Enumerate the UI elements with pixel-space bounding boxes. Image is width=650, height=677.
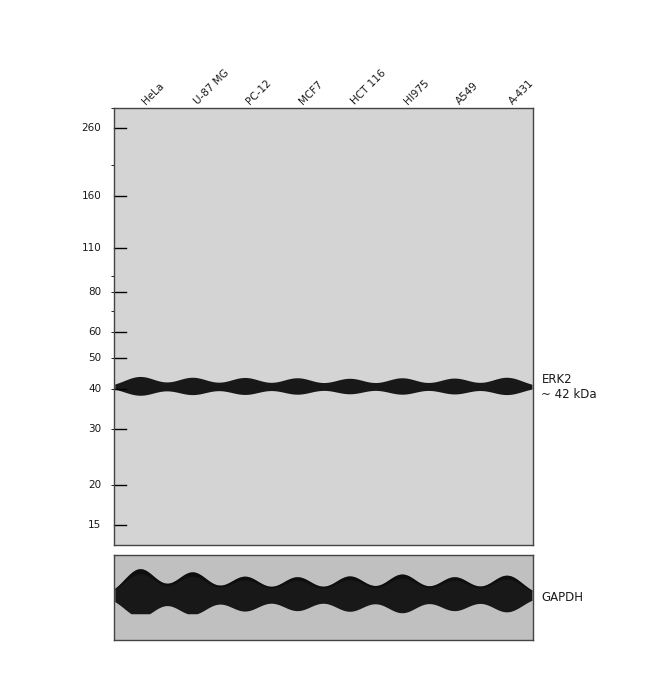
Text: 30: 30 <box>88 424 101 434</box>
Text: MCF7: MCF7 <box>297 79 324 106</box>
Text: 160: 160 <box>81 191 101 201</box>
Text: 110: 110 <box>81 243 101 253</box>
Text: 40: 40 <box>88 384 101 393</box>
Text: 260: 260 <box>81 123 101 133</box>
Text: GAPDH: GAPDH <box>541 591 584 604</box>
Text: 50: 50 <box>88 353 101 363</box>
Text: 20: 20 <box>88 480 101 490</box>
Text: ERK2
~ 42 kDa: ERK2 ~ 42 kDa <box>541 373 597 401</box>
Text: 15: 15 <box>88 520 101 530</box>
Text: PC-12: PC-12 <box>245 77 274 106</box>
Text: 80: 80 <box>88 287 101 297</box>
Text: A549: A549 <box>454 80 480 106</box>
Text: HeLa: HeLa <box>140 81 166 106</box>
Text: A-431: A-431 <box>507 77 536 106</box>
Text: U-87 MG: U-87 MG <box>192 68 231 106</box>
Text: HCT 116: HCT 116 <box>350 68 388 106</box>
Text: 60: 60 <box>88 327 101 337</box>
Text: HI975: HI975 <box>402 77 431 106</box>
